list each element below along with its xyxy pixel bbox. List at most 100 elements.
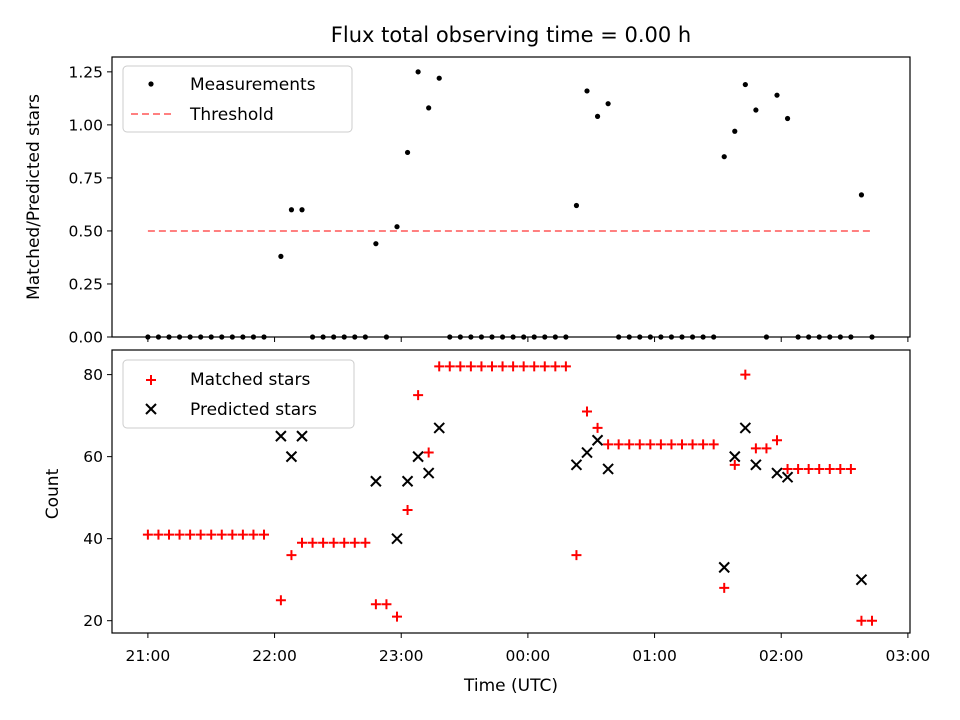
matched-star-point xyxy=(761,443,772,454)
measurements-legend-label: Measurements xyxy=(190,75,316,95)
predicted-star-point xyxy=(285,450,298,463)
matched-star-point xyxy=(529,361,540,372)
matched-star-point xyxy=(782,463,793,474)
counts-legend-box xyxy=(122,359,355,429)
predicted-star-point xyxy=(581,446,593,459)
matched-star-point xyxy=(318,537,329,548)
counts-y-tick-label: 80 xyxy=(83,366,103,384)
ratio-legend: Measurements Threshold xyxy=(122,65,353,133)
matched-star-point xyxy=(174,529,185,540)
counts-plot-frame xyxy=(111,349,911,634)
counts-y-tick-label: 40 xyxy=(83,530,103,548)
counts-y-tick-label: 20 xyxy=(83,612,103,630)
measurement-point xyxy=(415,69,421,75)
predicted-star-point xyxy=(771,467,783,479)
matched-star-point xyxy=(297,537,307,548)
measurement-point xyxy=(774,92,780,98)
matched-star-point xyxy=(444,361,455,372)
matched-star-point xyxy=(227,529,238,540)
measurement-point xyxy=(288,207,295,213)
measurement-point xyxy=(784,115,791,122)
matched-star-point xyxy=(613,439,624,450)
measurement-point xyxy=(426,105,432,111)
measurement-point xyxy=(605,101,611,107)
predicted-star-point xyxy=(433,422,445,434)
matched-star-point xyxy=(248,529,259,540)
measurement-point xyxy=(742,81,748,88)
matched-star-point xyxy=(634,439,645,450)
matched-star-point xyxy=(487,361,497,372)
threshold-legend-label: Threshold xyxy=(189,105,274,125)
matched-star-point xyxy=(259,529,269,540)
matched-star-point xyxy=(814,463,825,474)
matched-star-point xyxy=(216,529,227,540)
matched-star-point xyxy=(824,463,835,474)
matched-star-point xyxy=(624,439,635,450)
matched-star-point xyxy=(381,599,392,610)
matched-star-point xyxy=(465,361,476,372)
predicted-star-point xyxy=(570,459,583,471)
predicted-stars-legend-marker xyxy=(145,403,157,415)
measurement-point xyxy=(732,128,738,134)
matched-star-point xyxy=(582,406,592,417)
predicted-star-point xyxy=(401,475,414,487)
matched-star-point xyxy=(856,615,867,626)
matched-star-point xyxy=(455,361,466,372)
measurement-point xyxy=(436,75,442,81)
measurement-point xyxy=(373,241,379,247)
matched-star-point xyxy=(687,439,698,450)
matched-star-point xyxy=(867,615,877,626)
matched-star-point xyxy=(708,439,719,450)
time-x-tick-label: 00:00 xyxy=(506,647,551,665)
matched-star-point xyxy=(142,529,153,540)
matched-star-point xyxy=(402,504,413,515)
matched-star-point xyxy=(185,529,196,540)
predicted-star-point xyxy=(275,430,287,442)
matched-star-point xyxy=(413,390,424,401)
matched-star-point xyxy=(793,463,804,474)
matched-star-point xyxy=(655,439,666,450)
counts-axes: 20 40 60 80 21:00 22:00 23:00 00:00 01:00 02:00 03… xyxy=(83,366,930,665)
predicted-star-point xyxy=(412,450,424,463)
predicted-star-point xyxy=(750,459,762,471)
time-x-tick-label: 01:00 xyxy=(632,647,677,665)
chart-title: Flux total observing time = 0.00 h xyxy=(331,23,691,47)
matched-star-point xyxy=(286,550,297,561)
matched-star-point xyxy=(772,435,782,446)
matched-star-point xyxy=(750,443,761,454)
matched-star-point xyxy=(729,459,740,470)
ratio-y-tick-label: 0.25 xyxy=(68,275,103,293)
ratio-panel: Flux total observing time = 0.00 h Match… xyxy=(24,23,911,347)
matched-star-point xyxy=(518,361,529,372)
matched-star-point xyxy=(592,422,603,433)
measurement-point xyxy=(721,154,727,160)
matched-star-point xyxy=(497,361,508,372)
matched-star-point xyxy=(164,529,174,540)
ratio-y-tick-label: 0.75 xyxy=(68,169,103,187)
matched-star-point xyxy=(550,361,561,372)
predicted-star-point xyxy=(296,430,308,442)
matched-star-point xyxy=(560,361,571,372)
matched-star-point xyxy=(476,361,487,372)
matched-star-point xyxy=(698,439,709,450)
ratio-y-axis-label: Matched/Predicted stars xyxy=(24,94,44,300)
matched-star-point xyxy=(195,529,206,540)
measurement-point xyxy=(299,207,305,213)
ratio-plot-frame xyxy=(111,56,911,338)
matched-star-point xyxy=(237,529,248,540)
matched-star-point xyxy=(677,439,687,450)
predicted-star-point xyxy=(855,573,868,586)
predicted-star-point xyxy=(391,532,403,545)
ratio-axes: 0.00 0.25 0.50 0.75 1.00 1.25 xyxy=(68,63,909,347)
time-x-tick-label: 22:00 xyxy=(252,647,297,665)
matched-star-point xyxy=(603,439,614,450)
measurements-legend-marker xyxy=(148,81,154,87)
counts-panel: Count Time (UTC) 20 40 60 80 21:00 22:00 23:00… xyxy=(43,349,930,696)
matched-star-point xyxy=(719,582,730,593)
predicted-star-point xyxy=(422,467,435,479)
matched-star-point xyxy=(153,529,164,540)
counts-legend: Matched stars Predicted stars xyxy=(122,359,355,429)
predicted-star-point xyxy=(591,434,604,446)
matched-star-point xyxy=(803,463,814,474)
